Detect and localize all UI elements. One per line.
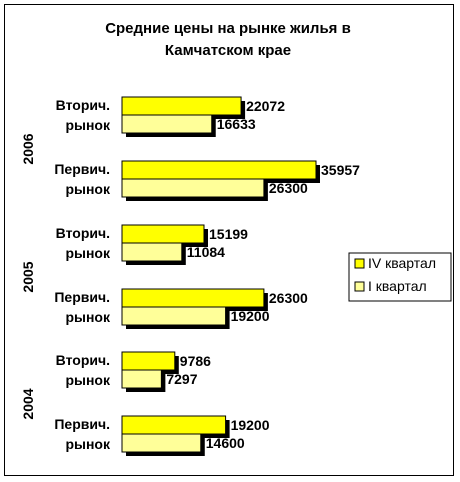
legend-entry: I квартал xyxy=(368,278,427,294)
data-label: 14600 xyxy=(206,435,245,451)
data-label: 9786 xyxy=(180,353,211,369)
year-label: 2004 xyxy=(20,388,36,419)
data-label: 7297 xyxy=(166,371,197,387)
legend: IV квартал I квартал xyxy=(348,252,452,302)
legend-entry: IV квартал xyxy=(368,255,436,271)
data-label: 22072 xyxy=(246,98,285,114)
bar-iv-quarter xyxy=(121,288,265,308)
bar-i-quarter xyxy=(121,242,183,262)
category-label: Первич. xyxy=(54,161,110,177)
year-label: 2005 xyxy=(20,261,36,292)
data-label: 15199 xyxy=(209,226,248,242)
category-label: рынок xyxy=(65,436,111,452)
category-label: рынок xyxy=(65,372,111,388)
chart-title-line-1: Средние цены на рынке жилья в xyxy=(105,20,351,37)
chart-frame xyxy=(4,4,454,476)
data-label: 16633 xyxy=(217,116,256,132)
category-label: Первич. xyxy=(54,289,110,305)
category-label: Первич. xyxy=(54,416,110,432)
data-label: 35957 xyxy=(321,162,360,178)
category-label: рынок xyxy=(65,181,111,197)
bar-i-quarter xyxy=(121,306,227,326)
data-label: 19200 xyxy=(231,417,270,433)
bar-iv-quarter xyxy=(121,96,242,116)
bar-iv-quarter xyxy=(121,160,317,180)
category-label: Вторич. xyxy=(56,225,110,241)
chart-title-line-2: Камчатском крае xyxy=(165,42,291,59)
category-label: рынок xyxy=(65,309,111,325)
legend-box xyxy=(348,252,452,302)
legend-swatch xyxy=(354,281,365,292)
year-label: 2006 xyxy=(20,133,36,164)
data-label: 26300 xyxy=(269,290,308,306)
category-label: Вторич. xyxy=(56,352,110,368)
category-label: Вторич. xyxy=(56,97,110,113)
data-label: 11084 xyxy=(187,244,225,260)
category-label: рынок xyxy=(65,117,111,133)
plot-area: Вторич. рынок 22072 16633 Первич. рынок 35957 2… xyxy=(20,96,360,456)
bar-i-quarter xyxy=(121,433,202,453)
data-label: 26300 xyxy=(269,180,308,196)
bar-iv-quarter xyxy=(121,224,205,244)
bar-i-quarter xyxy=(121,178,265,198)
bar-iv-quarter xyxy=(121,351,176,371)
bar-i-quarter xyxy=(121,369,162,389)
data-label: 19200 xyxy=(231,308,270,324)
legend-swatch xyxy=(354,258,365,269)
bar-i-quarter xyxy=(121,114,213,134)
bar-iv-quarter xyxy=(121,415,227,435)
category-label: рынок xyxy=(65,245,111,261)
